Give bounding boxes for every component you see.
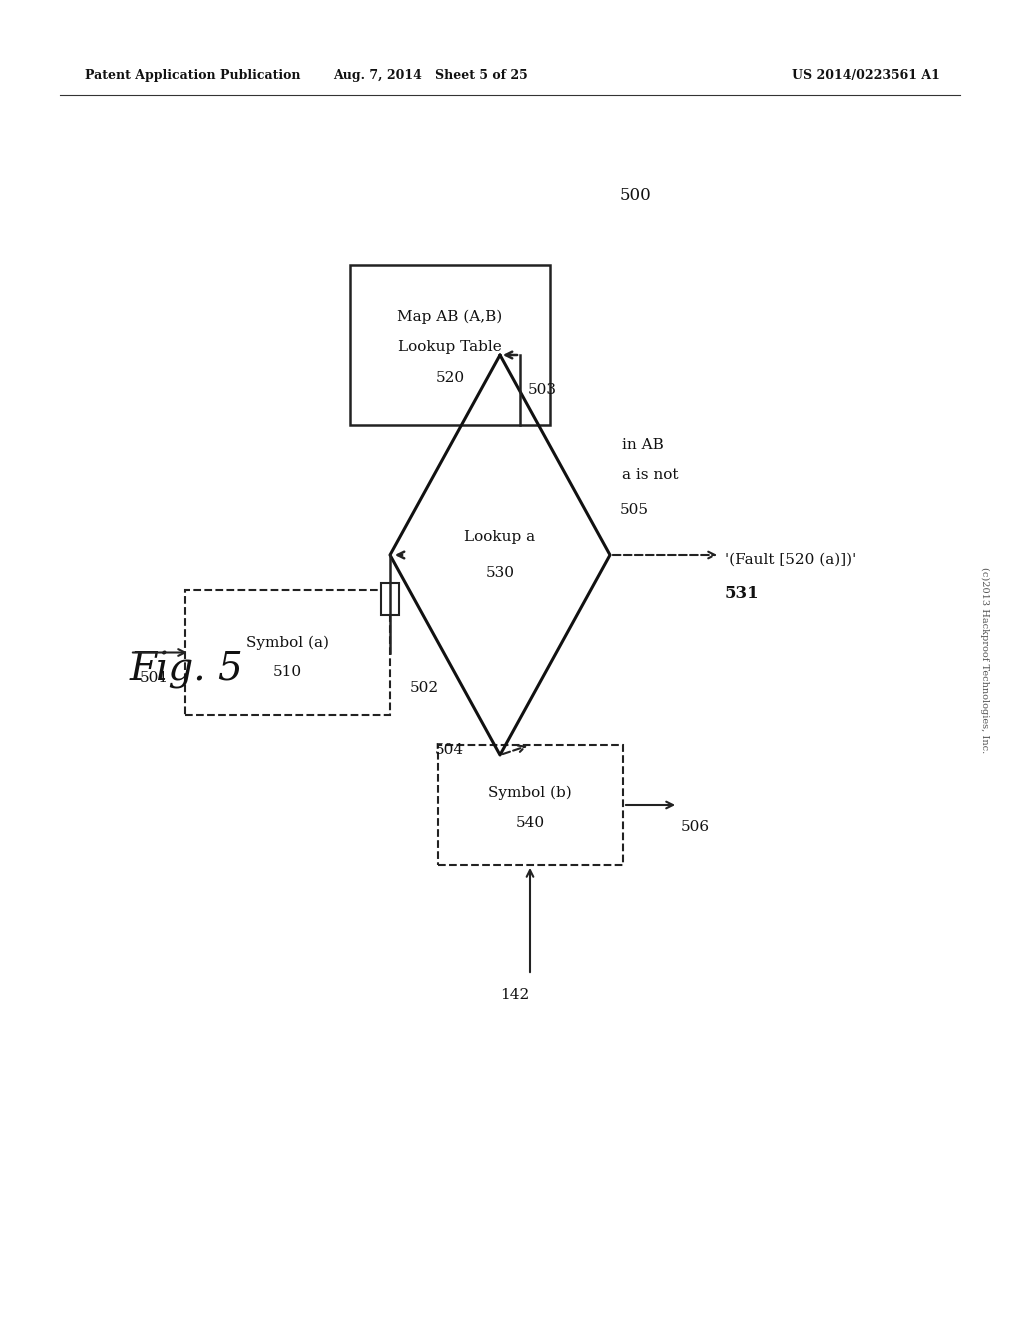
Text: a is not: a is not (622, 469, 679, 482)
Text: 502: 502 (410, 681, 439, 694)
Bar (350, 265, 550, 425)
Text: (c)2013 Hackproof Technologies, Inc.: (c)2013 Hackproof Technologies, Inc. (980, 566, 989, 754)
Text: 510: 510 (273, 665, 302, 680)
Text: Map AB (A,B): Map AB (A,B) (397, 310, 503, 325)
Text: 142: 142 (501, 987, 529, 1002)
Text: 530: 530 (485, 566, 514, 579)
Text: '(Fault [520 (a)])': '(Fault [520 (a)])' (725, 553, 856, 568)
Bar (381, 583, 399, 615)
Text: Symbol (a): Symbol (a) (246, 635, 329, 649)
Text: Lookup Table: Lookup Table (398, 341, 502, 354)
Bar (185, 590, 390, 715)
Text: US 2014/0223561 A1: US 2014/0223561 A1 (793, 69, 940, 82)
Text: 501: 501 (140, 671, 169, 685)
Text: 505: 505 (620, 503, 649, 517)
Text: Aug. 7, 2014   Sheet 5 of 25: Aug. 7, 2014 Sheet 5 of 25 (333, 69, 527, 82)
Text: 520: 520 (435, 371, 465, 385)
Bar (438, 744, 623, 865)
Text: Lookup a: Lookup a (465, 531, 536, 544)
Text: Fig. 5: Fig. 5 (130, 651, 244, 689)
Text: Symbol (b): Symbol (b) (488, 785, 571, 800)
Text: in AB: in AB (622, 438, 664, 451)
Text: 504: 504 (435, 743, 464, 756)
Text: 503: 503 (528, 383, 557, 397)
Text: 540: 540 (515, 816, 545, 830)
Text: 500: 500 (620, 186, 651, 203)
Text: 531: 531 (725, 585, 760, 602)
Text: Patent Application Publication: Patent Application Publication (85, 69, 300, 82)
Text: 506: 506 (681, 820, 710, 834)
